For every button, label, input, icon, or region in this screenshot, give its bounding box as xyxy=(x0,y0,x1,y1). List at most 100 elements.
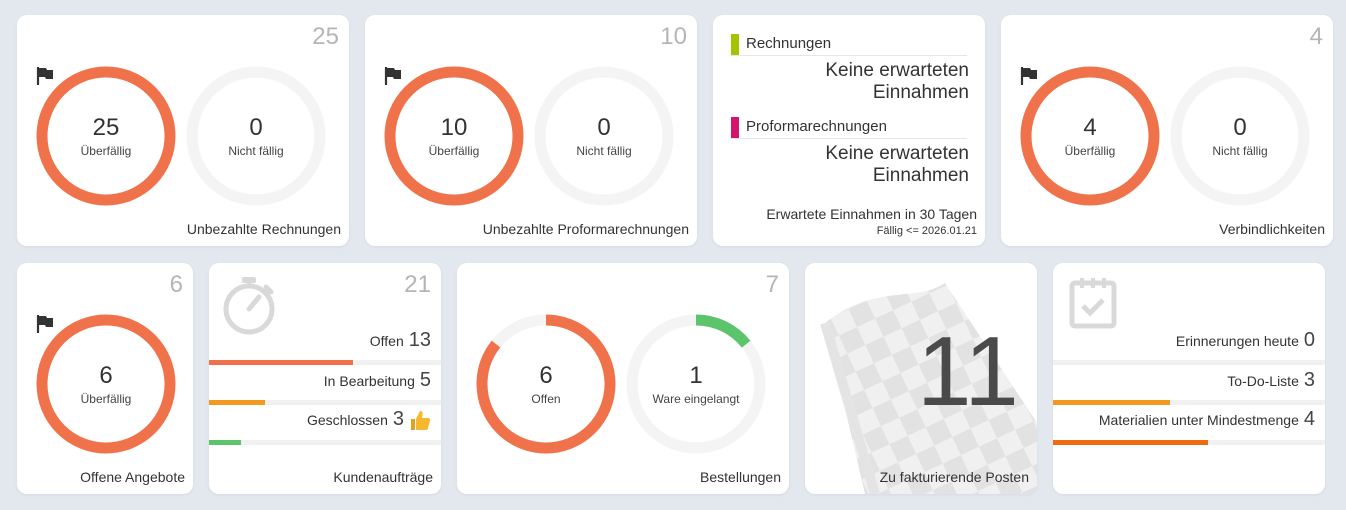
unpaid-proforma-card[interactable]: 10 10 Überfällig 0 Nicht fällig Unbezahl… xyxy=(365,15,697,246)
overdue-donut[interactable]: 4 Überfällig xyxy=(1020,66,1160,206)
row-reminders-today[interactable]: Erinnerungen heute 0 xyxy=(1176,329,1315,352)
progress-track xyxy=(1053,360,1325,365)
row-value: 0 xyxy=(1303,329,1315,351)
orders-card[interactable]: 7 6 Offen 1 Ware eingelangt Bestellungen xyxy=(457,263,789,494)
card-title: Kundenaufträge xyxy=(333,469,433,485)
card-title: Bestellungen xyxy=(700,469,781,485)
card-count: 6 xyxy=(169,271,183,298)
open-label: Offen xyxy=(531,391,561,406)
card-count: 25 xyxy=(312,23,339,50)
to-invoice-count: 11 xyxy=(917,316,1019,426)
row-value: 3 xyxy=(1303,369,1315,391)
card-count: 7 xyxy=(765,271,779,298)
proforma-value-line2: Einnahmen xyxy=(872,165,969,186)
liabilities-card[interactable]: 4 4 Überfällig 0 Nicht fällig Verbindlic… xyxy=(1001,15,1333,246)
row-label: Geschlossen xyxy=(306,411,388,428)
received-value: 1 xyxy=(689,361,703,389)
progress-track xyxy=(209,440,441,445)
flag-icon xyxy=(36,315,53,333)
flag-icon xyxy=(1020,67,1037,85)
not-due-donut[interactable]: 0 Nicht fällig xyxy=(534,66,674,206)
flag-icon xyxy=(384,67,401,85)
card-title: Erwartete Einnahmen in 30 Tagen xyxy=(766,206,977,222)
overdue-value: 4 xyxy=(1083,113,1097,141)
card-title: Zu fakturierende Posten xyxy=(879,469,1029,485)
row-label: Offen xyxy=(369,333,404,349)
row-value: 13 xyxy=(408,329,431,351)
invoices-value-line2: Einnahmen xyxy=(872,82,969,103)
overdue-donut[interactable]: 10 Überfällig xyxy=(384,66,524,206)
overdue-donut[interactable]: 25 Überfällig xyxy=(36,66,176,206)
row-in-progress[interactable]: In Bearbeitung 5 xyxy=(324,369,431,392)
open-value: 6 xyxy=(539,361,553,389)
progress-fill xyxy=(1053,440,1209,445)
card-title: Verbindlichkeiten xyxy=(1219,221,1325,237)
not-due-label: Nicht fällig xyxy=(576,143,632,158)
not-due-donut[interactable]: 0 Nicht fällig xyxy=(186,66,326,206)
unpaid-invoices-card[interactable]: 25 25 Überfällig 0 Nicht fällig Unbezahl… xyxy=(17,15,349,246)
card-title: Unbezahlte Rechnungen xyxy=(186,221,341,237)
open-offers-card[interactable]: 6 6 Überfällig Offene Angebote xyxy=(17,263,193,494)
customer-orders-card[interactable]: 21 Offen 13 In Bearbeitung 5 Geschlossen… xyxy=(209,263,441,494)
not-due-label: Nicht fällig xyxy=(1212,143,1268,158)
progress-track xyxy=(1053,440,1325,445)
progress-fill xyxy=(209,360,353,365)
thumbs-up-icon xyxy=(411,410,431,430)
invoices-label: Rechnungen xyxy=(746,35,832,52)
row-value: 5 xyxy=(419,369,431,391)
not-due-value: 0 xyxy=(249,113,263,141)
proforma-value-line1: Keine erwarteten xyxy=(825,143,969,164)
invoices-value-line1: Keine erwarteten xyxy=(825,60,969,81)
proforma-marker xyxy=(731,117,739,138)
received-donut[interactable]: 1 Ware eingelangt xyxy=(626,314,766,454)
card-count: 10 xyxy=(660,23,687,50)
row-label: Erinnerungen heute xyxy=(1175,333,1299,349)
row-value: 4 xyxy=(1303,408,1315,430)
row-value: 3 xyxy=(392,408,404,430)
progress-track xyxy=(1053,400,1325,405)
progress-track xyxy=(209,360,441,365)
invoices-value: Keine erwarteten Einnahmen xyxy=(739,60,969,104)
invoices-header: Rechnungen xyxy=(731,34,967,56)
received-arc xyxy=(626,314,766,454)
due-date-note: Fällig <= 2026.01.21 xyxy=(876,225,977,237)
reminders-card[interactable]: Erinnerungen heute 0 To-Do-Liste 3 Mater… xyxy=(1053,263,1325,494)
progress-fill xyxy=(1053,400,1170,405)
received-label: Ware eingelangt xyxy=(652,391,740,406)
progress-fill xyxy=(209,400,265,405)
stopwatch-icon xyxy=(223,277,275,335)
progress-fill xyxy=(209,440,242,445)
not-due-label: Nicht fällig xyxy=(228,143,284,158)
overdue-label: Überfällig xyxy=(428,143,480,158)
not-due-value: 0 xyxy=(1233,113,1247,141)
overdue-value: 10 xyxy=(440,113,468,141)
row-materials-below-min[interactable]: Materialien unter Mindestmenge 4 xyxy=(1099,408,1315,431)
row-label: To-Do-Liste xyxy=(1227,373,1299,389)
overdue-value: 25 xyxy=(92,113,120,141)
proforma-header: Proformarechnungen xyxy=(731,117,967,139)
row-todo-list[interactable]: To-Do-Liste 3 xyxy=(1227,369,1315,392)
not-due-donut[interactable]: 0 Nicht fällig xyxy=(1170,66,1310,206)
overdue-value: 6 xyxy=(99,361,113,389)
checkered-flag-icon xyxy=(820,283,1037,494)
overdue-label: Überfällig xyxy=(80,143,132,158)
row-label: Materialien unter Mindestmenge xyxy=(1098,412,1299,428)
proforma-value: Keine erwarteten Einnahmen xyxy=(739,143,969,187)
calendar-check-icon xyxy=(1069,278,1117,329)
card-title: Offene Angebote xyxy=(80,469,185,485)
expected-income-card[interactable]: Rechnungen Keine erwarteten Einnahmen Pr… xyxy=(713,15,985,246)
row-open[interactable]: Offen 13 xyxy=(370,329,431,352)
open-arc xyxy=(476,314,616,454)
to-invoice-card[interactable]: 11 Zu fakturierende Posten xyxy=(805,263,1037,494)
overdue-donut[interactable]: 6 Überfällig xyxy=(36,314,176,454)
overdue-label: Überfällig xyxy=(1064,143,1116,158)
card-count: 21 xyxy=(404,271,431,298)
overdue-label: Überfällig xyxy=(80,391,132,406)
proforma-label: Proformarechnungen xyxy=(746,118,887,135)
not-due-value: 0 xyxy=(597,113,611,141)
row-label: In Bearbeitung xyxy=(323,373,415,389)
open-donut[interactable]: 6 Offen xyxy=(476,314,616,454)
invoices-marker xyxy=(731,34,739,55)
card-count: 4 xyxy=(1309,23,1323,50)
row-closed[interactable]: Geschlossen 3 xyxy=(307,408,431,431)
